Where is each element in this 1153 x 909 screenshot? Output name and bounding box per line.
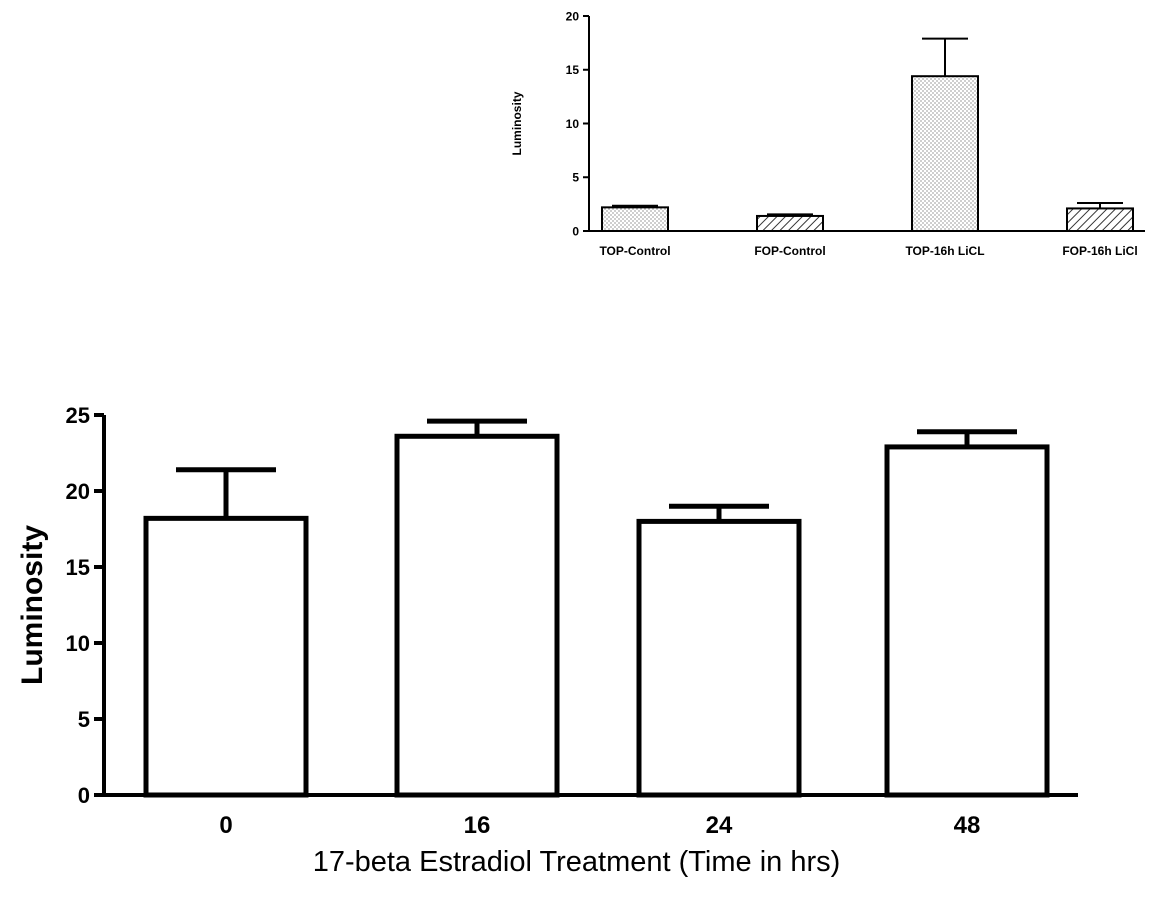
top-x-tick-label: FOP-16h LiCl [1062,244,1137,258]
bottom-chart: 0 5 10 15 20 25 Luminosity 0 16 24 48 [16,403,1078,839]
bottom-y-axis-label: Luminosity [16,525,49,685]
top-chart: 0 5 10 15 20 Luminosity TOP-Control FOP-Control… [510,9,1145,258]
bottom-y-tick-label: 15 [66,555,90,580]
top-y-tick-label: 0 [572,224,579,238]
top-bar [1066,207,1134,233]
top-x-tick-label: FOP-Control [754,244,825,258]
bottom-y-tick-label: 25 [66,403,90,428]
bottom-y-tick-label: 0 [78,783,90,808]
bottom-bar [636,518,802,798]
top-x-tick-label: TOP-16h LiCL [905,244,984,258]
bottom-x-tick-label: 0 [219,812,232,839]
bottom-y-tick-label: 20 [66,479,90,504]
bottom-y-tick-label: 5 [78,707,90,732]
top-bar [601,206,669,233]
top-y-tick-label: 20 [566,9,580,23]
top-bar [756,214,824,232]
top-y-tick-label: 15 [566,63,580,77]
top-x-tick-label: TOP-Control [599,244,670,258]
bottom-y-tick-label: 10 [66,631,90,656]
bottom-bar [884,444,1050,798]
top-bar [911,75,979,232]
bottom-x-axis-title: 17-beta Estradiol Treatment (Time in hrs… [312,846,841,878]
bottom-x-tick-label: 16 [464,812,491,839]
top-y-tick-label: 10 [566,117,580,131]
bottom-x-tick-label: 48 [954,812,981,839]
top-y-axis-label: Luminosity [510,91,524,155]
top-y-tick-label: 5 [572,171,579,185]
bottom-x-tick-label: 24 [706,812,733,839]
bottom-bar [394,433,560,798]
bottom-bar [143,515,309,798]
